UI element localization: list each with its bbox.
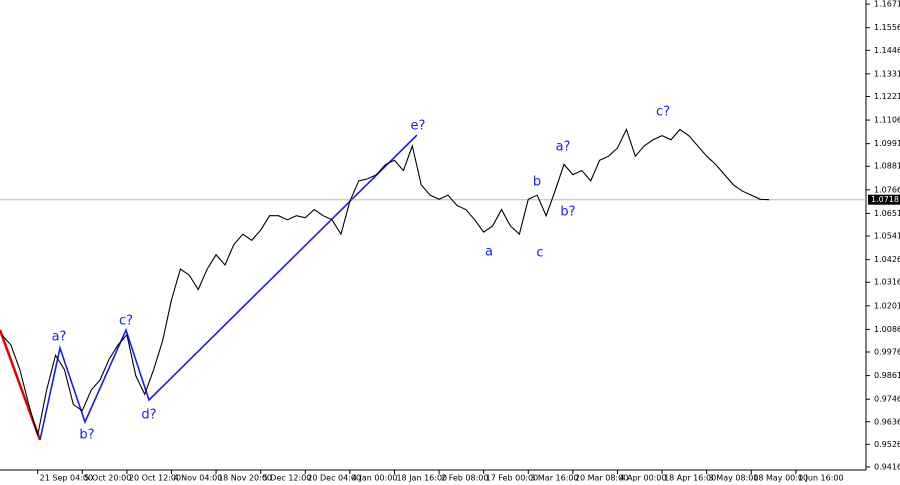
y-tick-label: 0.9526 bbox=[874, 440, 900, 449]
wave-label: c? bbox=[656, 105, 670, 120]
y-tick-label: 1.0086 bbox=[874, 325, 900, 334]
y-tick-label: 1.1106 bbox=[874, 116, 900, 125]
x-tick-label: 17 Feb 00:00 bbox=[486, 474, 538, 483]
y-tick-label: 0.9746 bbox=[874, 395, 900, 404]
y-tick-label: 1.1221 bbox=[874, 92, 900, 101]
wave-label: c bbox=[536, 246, 543, 261]
y-tick-label: 1.1671 bbox=[874, 0, 900, 9]
x-tick-label: 18 May 00:00 bbox=[753, 474, 808, 483]
x-tick-label: 1 Jun 16:00 bbox=[798, 474, 844, 483]
wave-label: a? bbox=[556, 140, 571, 155]
x-tick-label: 18 Apr 16:00 bbox=[664, 474, 716, 483]
wave-label: b? bbox=[560, 205, 575, 220]
y-tick-label: 0.9861 bbox=[874, 371, 900, 380]
x-tick-label: 3 May 08:00 bbox=[709, 474, 759, 483]
wave-label: e? bbox=[411, 119, 426, 134]
x-tick-label: 5 Oct 20:00 bbox=[84, 474, 131, 483]
wave-label: d? bbox=[141, 408, 156, 423]
wave-label: b? bbox=[79, 428, 94, 443]
wave-label: a? bbox=[52, 330, 67, 345]
y-tick-label: 1.1446 bbox=[874, 46, 900, 55]
wave-label: b bbox=[533, 175, 541, 190]
current-price-label: 1.0718 bbox=[871, 195, 899, 204]
y-tick-label: 0.9636 bbox=[874, 417, 900, 426]
x-tick-label: 21 Sep 04:00 bbox=[40, 474, 93, 483]
current-price-box bbox=[868, 194, 900, 205]
y-tick-label: 1.0766 bbox=[874, 185, 900, 194]
wave-line-blue bbox=[39, 134, 418, 441]
wave-label: a bbox=[485, 245, 493, 260]
wave-label: c? bbox=[119, 314, 133, 329]
y-tick-label: 1.1331 bbox=[874, 69, 900, 78]
x-tick-label: 3 Mar 16:00 bbox=[530, 474, 578, 483]
x-tick-label: 20 Oct 12:00 bbox=[129, 474, 181, 483]
x-tick-label: 20 Mar 08:00 bbox=[575, 474, 628, 483]
y-tick-label: 1.0991 bbox=[874, 139, 900, 148]
y-tick-label: 1.0881 bbox=[874, 162, 900, 171]
x-tick-label: 4 Apr 00:00 bbox=[619, 474, 666, 483]
y-tick-label: 0.9976 bbox=[874, 347, 900, 356]
x-tick-label: 18 Jan 16:00 bbox=[396, 474, 447, 483]
x-tick-label: 4 Nov 04:00 bbox=[173, 474, 222, 483]
y-tick-label: 1.0541 bbox=[874, 232, 900, 241]
y-tick-label: 1.0651 bbox=[874, 209, 900, 218]
y-tick-label: 1.0426 bbox=[874, 255, 900, 264]
x-tick-label: 4 Jan 00:00 bbox=[352, 474, 398, 483]
x-tick-label: 18 Nov 20:00 bbox=[218, 474, 272, 483]
y-tick-label: 1.0201 bbox=[874, 301, 900, 310]
x-tick-label: 2 Feb 08:00 bbox=[441, 474, 488, 483]
y-tick-label: 0.9416 bbox=[874, 462, 900, 471]
y-tick-label: 1.1556 bbox=[874, 23, 900, 32]
x-tick-label: 5 Dec 12:00 bbox=[263, 474, 312, 483]
price-line bbox=[1, 128, 770, 436]
y-tick-label: 1.0316 bbox=[874, 278, 900, 287]
x-tick-label: 20 Dec 04:00 bbox=[307, 474, 361, 483]
